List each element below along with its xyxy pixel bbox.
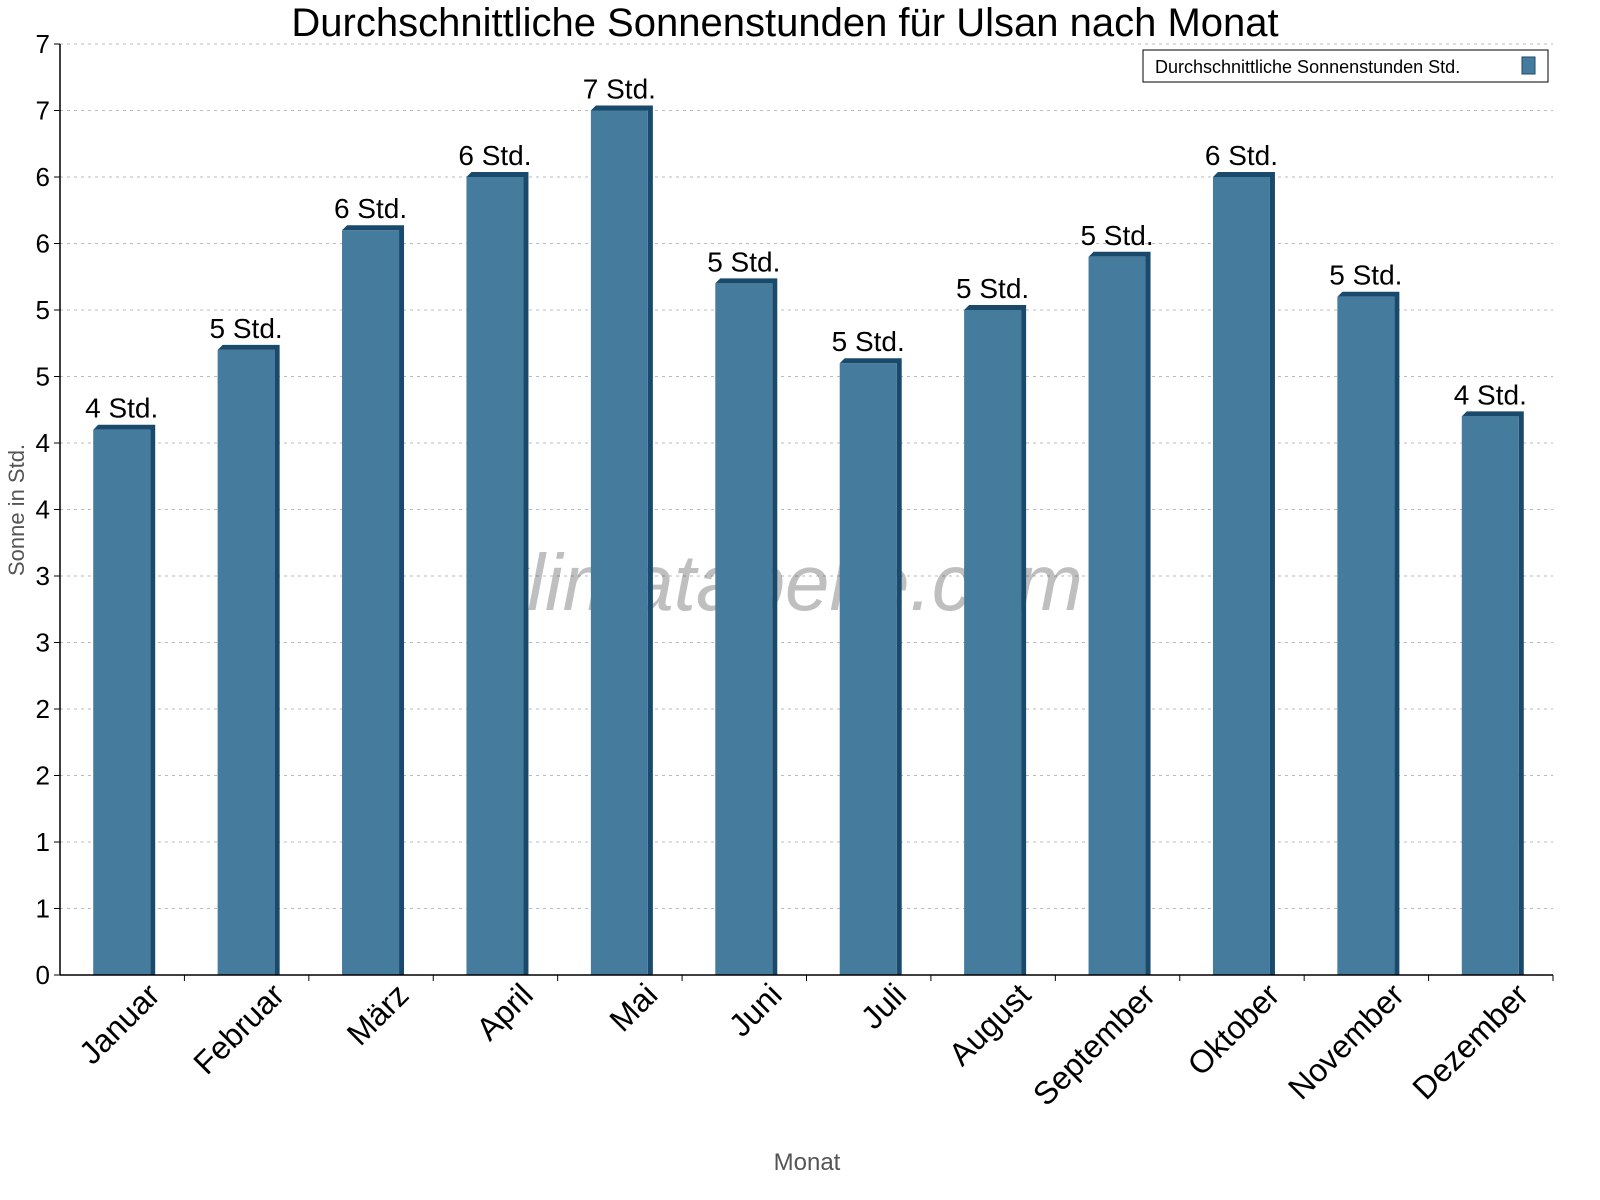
y-tick-label: 5	[36, 295, 50, 325]
bar	[839, 363, 897, 975]
data-label: 5 Std.	[956, 273, 1029, 304]
y-tick-label: 3	[36, 628, 50, 658]
x-tick-label: November	[1281, 976, 1411, 1106]
x-tick-label: Mai	[602, 976, 664, 1038]
x-tick-label: August	[942, 976, 1038, 1072]
data-label: 5 Std.	[707, 246, 780, 277]
y-tick-label: 7	[36, 29, 50, 59]
y-tick-label: 1	[36, 827, 50, 857]
bar	[715, 283, 773, 975]
data-label: 7 Std.	[583, 74, 656, 105]
legend-swatch	[1521, 56, 1536, 75]
data-label: 6 Std.	[458, 140, 531, 171]
bar	[1212, 177, 1270, 975]
data-label: 4 Std.	[1454, 379, 1527, 410]
bar	[1088, 256, 1146, 975]
y-tick-label: 6	[36, 162, 50, 192]
y-tick-label: 2	[36, 761, 50, 791]
y-tick-label: 4	[36, 428, 50, 458]
x-tick-label: Juli	[854, 976, 913, 1035]
x-tick-label: April	[469, 976, 540, 1047]
y-tick-label: 2	[36, 694, 50, 724]
bar	[93, 429, 151, 975]
chart-title: Durchschnittliche Sonnenstunden für Ulsa…	[291, 1, 1278, 45]
legend: Durchschnittliche Sonnenstunden Std.	[1142, 49, 1549, 83]
data-label: 5 Std.	[210, 313, 283, 344]
y-tick-label: 7	[36, 96, 50, 126]
data-label: 5 Std.	[1329, 260, 1402, 291]
bar	[964, 310, 1022, 975]
bar	[590, 110, 648, 975]
x-tick-label: Oktober	[1180, 976, 1286, 1082]
y-tick-label: 3	[36, 561, 50, 591]
y-tick-label: 6	[36, 229, 50, 259]
x-tick-label: September	[1026, 976, 1162, 1112]
data-label: 5 Std.	[832, 326, 905, 357]
bar	[1337, 296, 1395, 975]
x-tick-label: März	[340, 976, 416, 1052]
data-label: 4 Std.	[85, 393, 158, 424]
y-axis-label: Sonne in Std.	[4, 444, 29, 576]
data-label: 6 Std.	[334, 193, 407, 224]
bar	[342, 230, 400, 975]
x-tick-label: Januar	[72, 976, 167, 1071]
x-tick-label: Juni	[722, 976, 789, 1043]
bar	[217, 349, 275, 975]
legend-box	[1142, 49, 1549, 83]
y-tick-label: 5	[36, 362, 50, 392]
x-tick-label: Dezember	[1405, 976, 1535, 1106]
bar	[1461, 416, 1519, 975]
y-tick-label: 1	[36, 894, 50, 924]
y-tick-label: 0	[36, 960, 50, 990]
x-axis-label: Monat	[774, 1149, 841, 1176]
x-tick-label: Februar	[186, 976, 291, 1081]
bar	[466, 177, 524, 975]
legend-label: Durchschnittliche Sonnenstunden Std.	[1155, 57, 1460, 77]
data-label: 6 Std.	[1205, 140, 1278, 171]
data-label: 5 Std.	[1080, 220, 1153, 251]
y-tick-label: 4	[36, 495, 50, 525]
